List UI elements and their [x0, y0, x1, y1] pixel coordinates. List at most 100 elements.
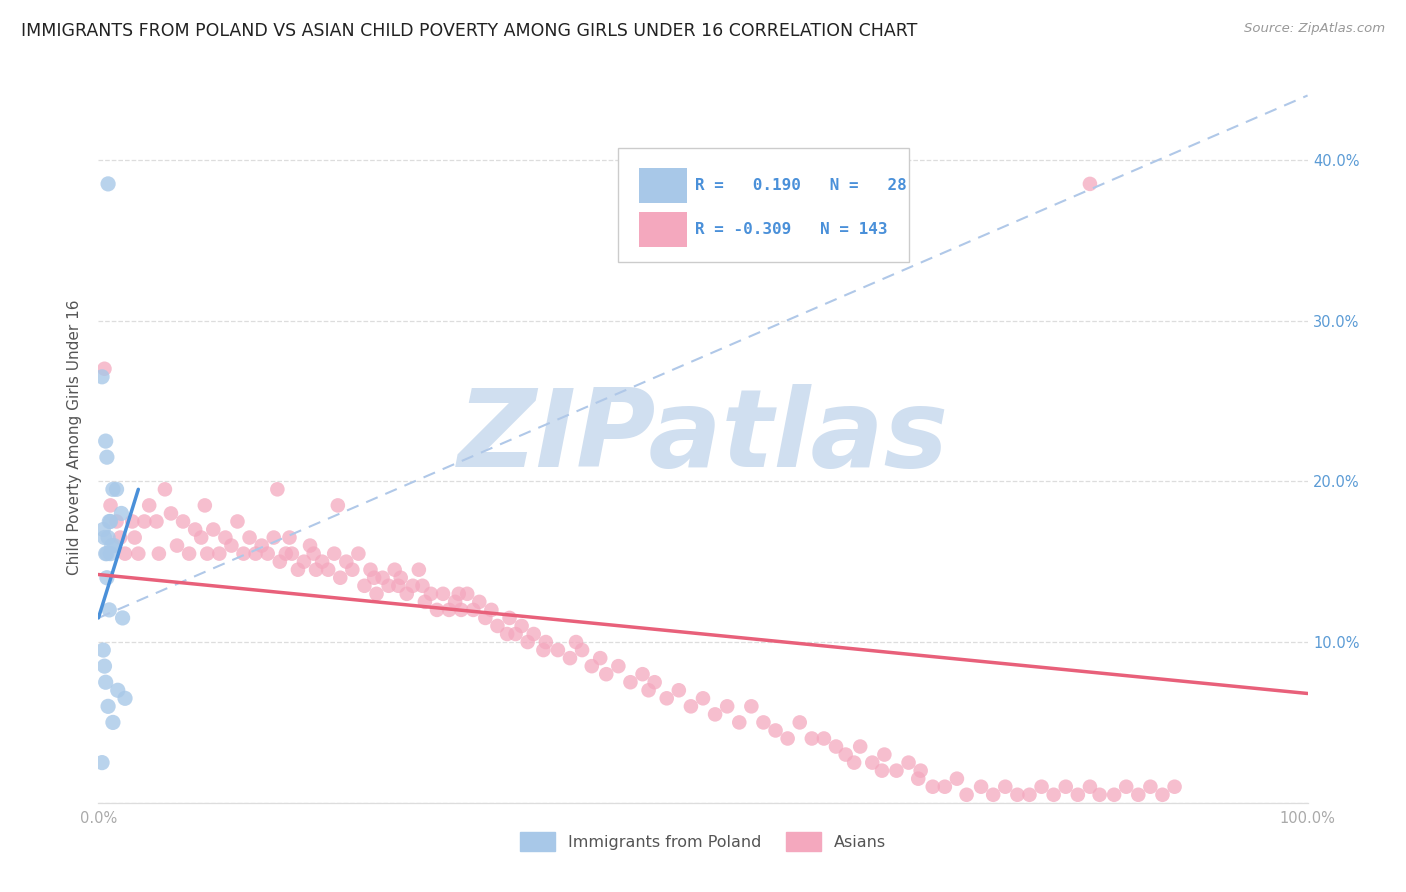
- Point: [190, 531, 212, 545]
- Point: [886, 764, 908, 778]
- Point: [153, 483, 176, 497]
- Point: [101, 715, 124, 730]
- Point: [274, 547, 297, 561]
- Point: [326, 499, 349, 513]
- Point: [311, 555, 333, 569]
- Point: [516, 635, 538, 649]
- Point: [208, 547, 231, 561]
- Point: [1128, 788, 1150, 802]
- Point: [107, 683, 129, 698]
- Point: [668, 683, 690, 698]
- Point: [263, 531, 285, 545]
- Point: [91, 369, 114, 384]
- Point: [278, 531, 301, 545]
- Point: [740, 699, 762, 714]
- Point: [93, 531, 115, 545]
- Point: [245, 547, 267, 561]
- Point: [531, 643, 554, 657]
- Point: [789, 715, 811, 730]
- Point: [1018, 788, 1040, 802]
- Point: [1139, 780, 1161, 794]
- Point: [496, 627, 519, 641]
- Point: [97, 699, 120, 714]
- Point: [510, 619, 533, 633]
- Point: [907, 772, 929, 786]
- Point: [1088, 788, 1111, 802]
- Point: [655, 691, 678, 706]
- Point: [353, 579, 375, 593]
- Point: [571, 643, 593, 657]
- Point: [266, 483, 288, 497]
- Point: [565, 635, 588, 649]
- Point: [214, 531, 236, 545]
- Point: [844, 756, 866, 770]
- Point: [776, 731, 799, 746]
- Point: [468, 595, 491, 609]
- Point: [96, 450, 118, 465]
- Point: [1078, 177, 1101, 191]
- Text: IMMIGRANTS FROM POLAND VS ASIAN CHILD POVERTY AMONG GIRLS UNDER 16 CORRELATION C: IMMIGRANTS FROM POLAND VS ASIAN CHILD PO…: [21, 22, 918, 40]
- Point: [342, 563, 364, 577]
- Point: [127, 547, 149, 561]
- Point: [91, 523, 114, 537]
- Point: [363, 571, 385, 585]
- Point: [103, 539, 125, 553]
- Point: [105, 515, 128, 529]
- Point: [114, 691, 136, 706]
- Point: [166, 539, 188, 553]
- Point: [813, 731, 835, 746]
- Point: [287, 563, 309, 577]
- Point: [595, 667, 617, 681]
- Point: [105, 483, 128, 497]
- Point: [226, 515, 249, 529]
- Point: [870, 764, 893, 778]
- Point: [172, 515, 194, 529]
- Point: [834, 747, 856, 762]
- Point: [305, 563, 328, 577]
- Point: [955, 788, 977, 802]
- Point: [474, 611, 496, 625]
- Point: [184, 523, 207, 537]
- Point: [481, 603, 503, 617]
- Point: [347, 547, 370, 561]
- Point: [195, 547, 218, 561]
- Point: [145, 515, 167, 529]
- Point: [98, 603, 121, 617]
- Point: [437, 603, 460, 617]
- Point: [765, 723, 787, 738]
- Point: [1115, 780, 1137, 794]
- Point: [377, 579, 399, 593]
- Point: [505, 627, 527, 641]
- Point: [1031, 780, 1053, 794]
- Point: [97, 177, 120, 191]
- Point: [994, 780, 1017, 794]
- Point: [547, 643, 569, 657]
- Point: [94, 675, 117, 690]
- Point: [316, 563, 339, 577]
- Point: [1007, 788, 1029, 802]
- Point: [679, 699, 702, 714]
- Point: [299, 539, 322, 553]
- Point: [1163, 780, 1185, 794]
- Point: [411, 579, 433, 593]
- Point: [921, 780, 943, 794]
- Point: [108, 531, 131, 545]
- Point: [94, 434, 117, 449]
- Point: [387, 579, 409, 593]
- Point: [114, 547, 136, 561]
- Point: [121, 515, 143, 529]
- Point: [384, 563, 406, 577]
- Bar: [638, 168, 688, 203]
- Point: [825, 739, 848, 754]
- Point: [329, 571, 352, 585]
- Point: [1152, 788, 1174, 802]
- Point: [110, 507, 132, 521]
- Point: [93, 659, 115, 673]
- Point: [366, 587, 388, 601]
- Point: [360, 563, 382, 577]
- Point: [607, 659, 630, 673]
- Point: [534, 635, 557, 649]
- Point: [160, 507, 183, 521]
- Point: [269, 555, 291, 569]
- Point: [1078, 780, 1101, 794]
